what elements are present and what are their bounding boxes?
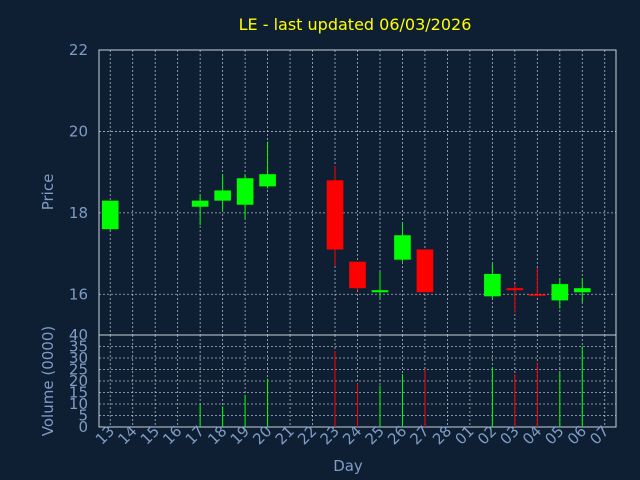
- candle-body: [259, 174, 276, 187]
- price-axis-label: Price: [39, 174, 57, 211]
- candle-body: [349, 261, 366, 289]
- candle-body: [551, 284, 569, 301]
- candle-body: [573, 288, 591, 293]
- day-axis-label: Day: [333, 457, 363, 475]
- candle-body: [191, 200, 209, 207]
- candle-body: [529, 294, 546, 296]
- price-tick-label: 22: [69, 41, 88, 59]
- day-tick-labels: 1314151617181920212223242526272801020304…: [92, 422, 613, 448]
- volume-bars: [199, 346, 583, 427]
- volume-tick-label: 0: [78, 418, 88, 436]
- volume-tick-label: 20: [69, 372, 88, 390]
- volume-tick-label: 40: [69, 326, 88, 344]
- price-tick-label: 20: [69, 122, 88, 140]
- volume-tick-label: 10: [69, 395, 88, 413]
- candles: [101, 141, 591, 313]
- candle-body: [371, 290, 389, 293]
- volume-tick-label: 5: [78, 407, 88, 425]
- candle-body: [214, 190, 231, 201]
- candle-body: [416, 249, 434, 293]
- volume-tick-label: 25: [69, 361, 88, 379]
- candle-body: [326, 180, 344, 250]
- price-tick-labels: 16 18 20 22: [69, 41, 88, 303]
- volume-tick-label: 15: [69, 384, 88, 402]
- candle-body: [484, 273, 501, 297]
- volume-axis-label: Volume (0000): [39, 326, 57, 436]
- volume-tick-label: 35: [69, 338, 88, 356]
- day-tick-label: 07: [586, 422, 612, 448]
- candle-body: [394, 235, 411, 260]
- price-tick-label: 16: [69, 285, 88, 303]
- price-plot-frame: [98, 49, 617, 336]
- price-grid: [99, 49, 616, 335]
- volume-tick-label: 30: [69, 349, 88, 367]
- candle-body: [236, 178, 254, 205]
- candle-body: [506, 288, 524, 291]
- price-tick-label: 18: [69, 204, 88, 222]
- chart-title: LE - last updated 06/03/2026: [239, 15, 472, 34]
- candle-body: [101, 200, 119, 230]
